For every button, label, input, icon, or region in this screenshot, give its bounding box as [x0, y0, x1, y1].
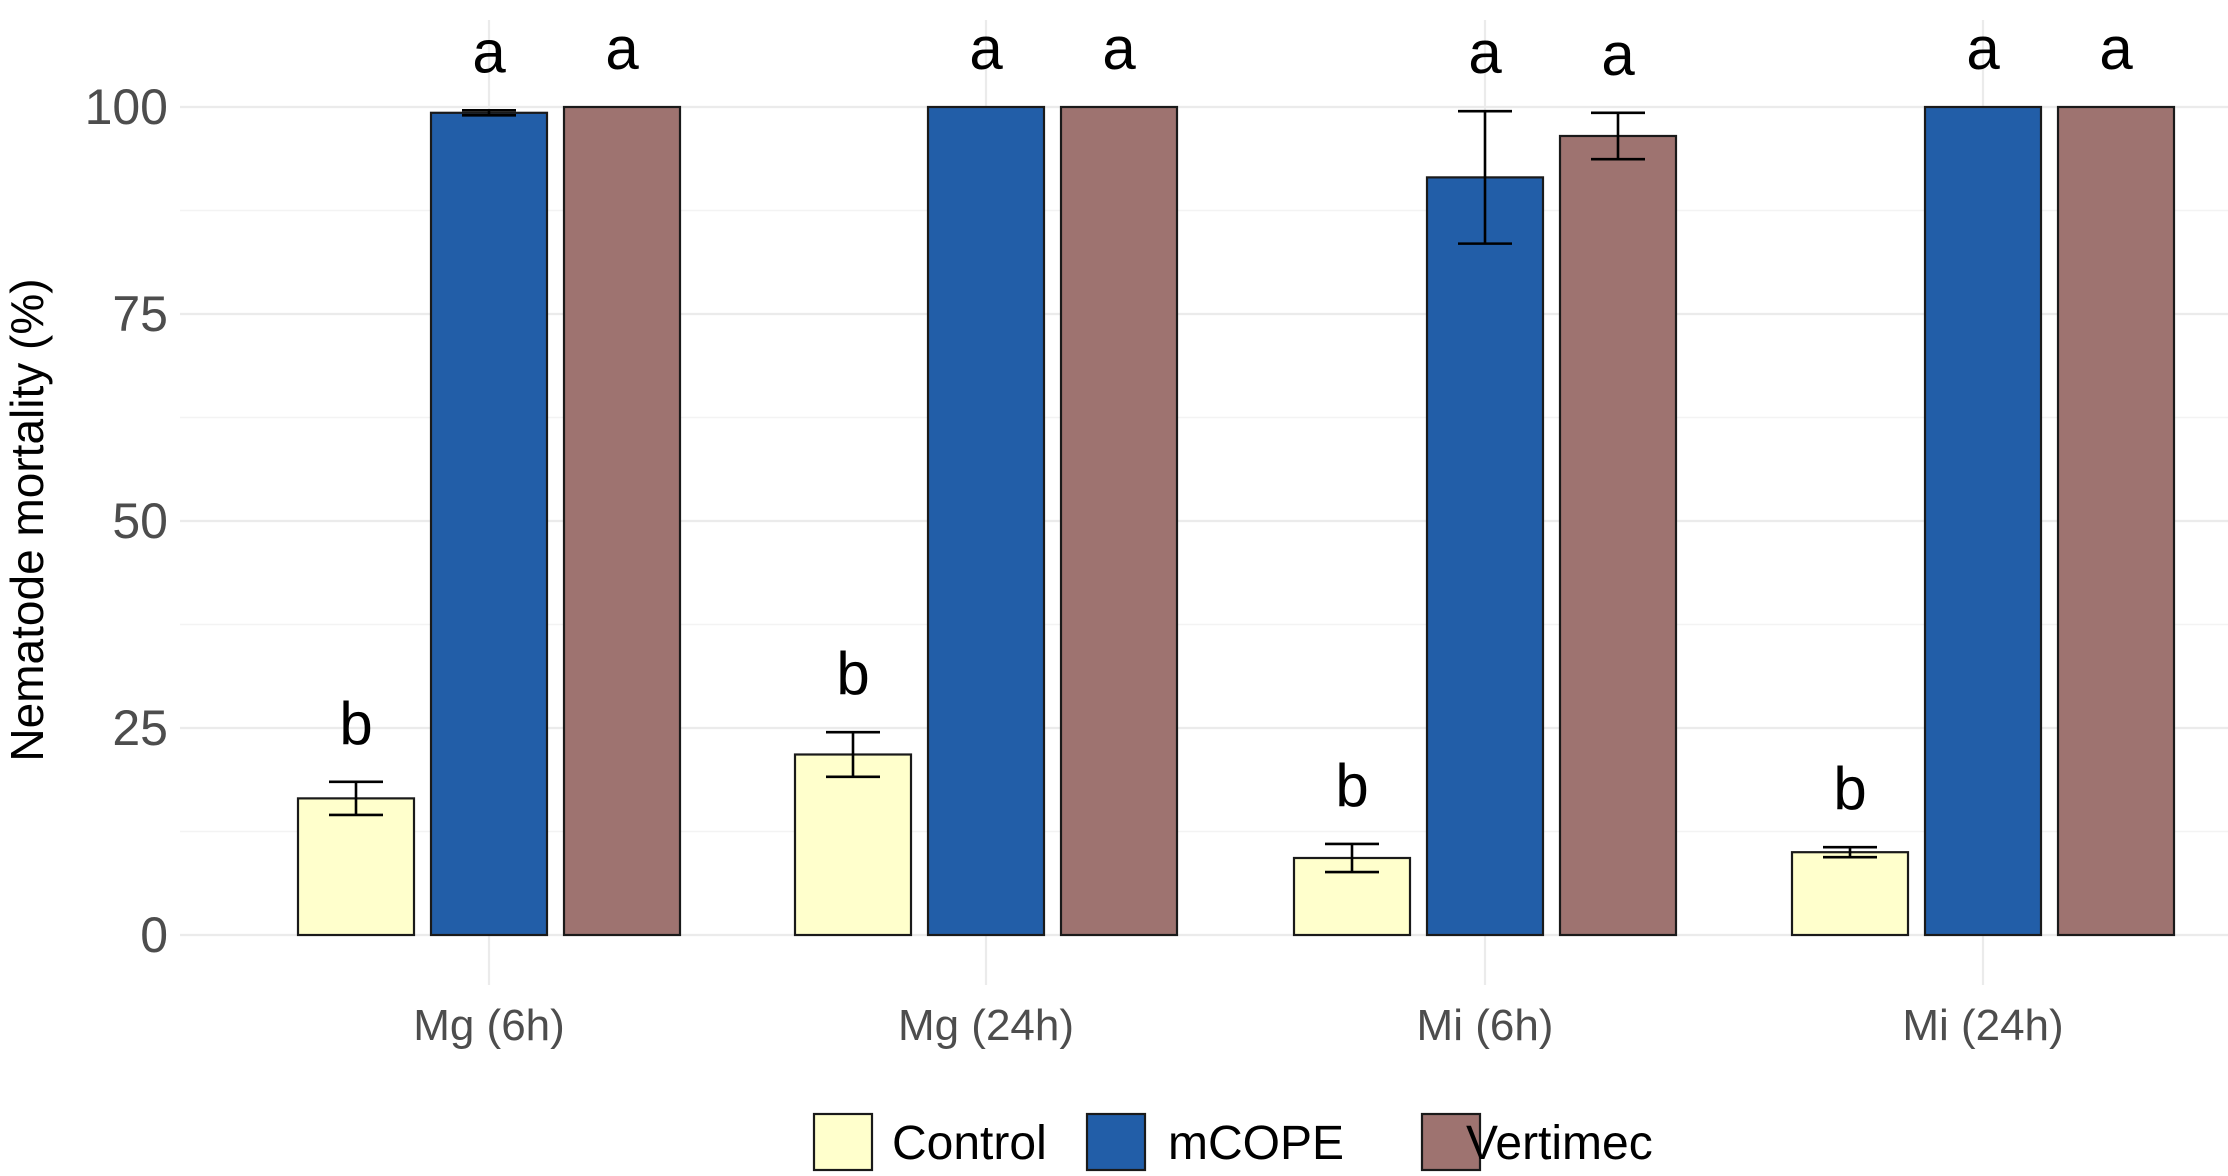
x-tick-label: Mg (24h) [898, 1001, 1074, 1050]
y-axis-ticks: 0 25 50 75 100 [85, 79, 168, 963]
significance-label: a [1102, 15, 1136, 82]
y-tick-label: 25 [112, 700, 168, 756]
error-bar [1591, 111, 1645, 161]
bar-vertimec-2 [1558, 134, 1678, 937]
error-bar [329, 780, 383, 817]
legend-key-vertimec [1420, 1112, 1482, 1172]
bar-mcope-2 [1425, 176, 1545, 937]
significance-label: a [969, 15, 1003, 82]
legend-label-vertimec: Vertimec [1466, 1117, 1653, 1170]
significance-label: b [1335, 752, 1368, 819]
bar-mcope-0 [429, 111, 549, 937]
bar-vertimec-0 [562, 105, 682, 937]
error-bar [826, 730, 880, 779]
legend-label-control: Control [892, 1117, 1047, 1170]
significance-label: a [605, 15, 639, 82]
significance-label: a [2099, 15, 2133, 82]
significance-label: a [472, 18, 506, 85]
y-tick-label: 50 [112, 493, 168, 549]
y-tick-label: 75 [112, 286, 168, 342]
y-tick-label: 0 [140, 907, 168, 963]
error-bar [1823, 845, 1877, 859]
y-tick-label: 100 [85, 79, 168, 135]
bar-vertimec-1 [1059, 105, 1179, 937]
significance-label: b [1833, 755, 1866, 822]
error-bar [1325, 842, 1379, 874]
bar-control-1 [793, 753, 913, 937]
legend-key-control [812, 1112, 874, 1172]
x-tick-label: Mg (6h) [413, 1001, 565, 1050]
legend: Control mCOPE Vertimec [812, 1112, 1653, 1172]
legend-label-mcope: mCOPE [1168, 1117, 1344, 1170]
bar-mcope-1 [926, 105, 1046, 937]
error-bar [1458, 109, 1512, 245]
significance-label: a [1468, 19, 1502, 86]
error-bars [329, 109, 1877, 874]
significance-label: b [836, 640, 869, 707]
bar-control-0 [296, 797, 416, 937]
significance-label: a [1966, 15, 2000, 82]
significance-labels: b b b b a a a a a a a a [339, 15, 2133, 822]
error-bar [462, 109, 516, 117]
x-tick-label: Mi (6h) [1417, 1001, 1554, 1050]
significance-label: a [1601, 21, 1635, 88]
x-tick-label: Mi (24h) [1902, 1001, 2063, 1050]
significance-label: b [339, 690, 372, 757]
y-axis-title: Nematode mortality (%) [1, 278, 53, 761]
x-axis-ticks: Mg (6h) Mg (24h) Mi (6h) Mi (24h) [413, 1001, 2063, 1050]
bar-control-3 [1790, 851, 1910, 937]
legend-key-mcope [1085, 1112, 1147, 1172]
bar-vertimec-3 [2056, 105, 2176, 937]
bar-mcope-3 [1923, 105, 2043, 937]
